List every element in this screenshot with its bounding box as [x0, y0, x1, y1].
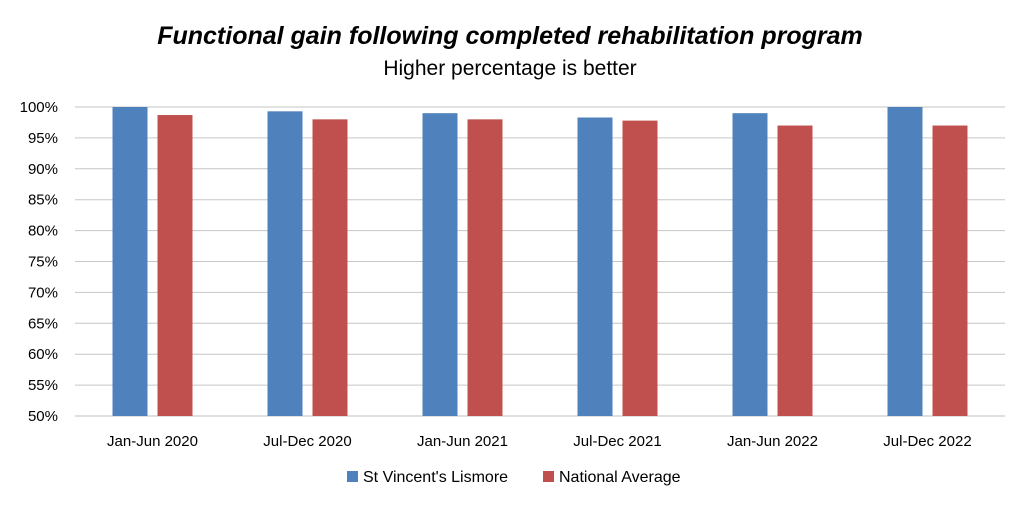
y-tick-label: 85%: [28, 192, 58, 209]
legend-label: National Average: [559, 469, 681, 486]
bar-st-vincents-lismore: [887, 107, 923, 416]
bar-national-average: [777, 125, 813, 416]
y-tick-label: 55%: [28, 377, 58, 394]
bar-st-vincents-lismore: [732, 113, 768, 417]
y-tick-label: 60%: [28, 346, 58, 363]
bars: [112, 107, 968, 417]
y-tick-label: 65%: [28, 315, 58, 332]
bar-national-average: [157, 115, 193, 416]
bar-national-average: [932, 125, 968, 416]
bar-st-vincents-lismore: [112, 107, 148, 416]
chart-title: Functional gain following completed reha…: [157, 22, 863, 50]
bar-national-average: [467, 119, 503, 417]
y-tick-label: 90%: [28, 161, 58, 178]
legend-label: St Vincent's Lismore: [363, 469, 508, 486]
y-tick-label: 50%: [28, 408, 58, 425]
bar-st-vincents-lismore: [267, 111, 303, 417]
x-tick-label: Jan-Jun 2020: [107, 433, 198, 450]
legend-swatch: [543, 471, 554, 482]
y-tick-label: 100%: [20, 99, 58, 116]
y-tick-label: 95%: [28, 130, 58, 147]
legend-swatch: [347, 471, 358, 482]
y-tick-label: 70%: [28, 284, 58, 301]
y-axis-ticks: 50% 55% 60% 65% 70% 75% 80% 85% 90% 95% 100%: [20, 99, 58, 425]
x-tick-label: Jan-Jun 2022: [727, 433, 818, 450]
y-tick-label: 75%: [28, 254, 58, 271]
bar-national-average: [312, 119, 348, 417]
gridlines: [75, 106, 1005, 417]
bar-national-average: [622, 120, 658, 416]
x-tick-label: Jul-Dec 2020: [263, 433, 351, 450]
y-tick-label: 80%: [28, 223, 58, 240]
bar-st-vincents-lismore: [577, 117, 613, 417]
bar-st-vincents-lismore: [422, 113, 458, 417]
x-tick-label: Jan-Jun 2021: [417, 433, 508, 450]
x-axis-ticks: Jan-Jun 2020 Jul-Dec 2020 Jan-Jun 2021 Jul-…: [107, 433, 972, 450]
legend: St Vincent's Lismore National Average: [347, 469, 681, 486]
x-tick-label: Jul-Dec 2022: [883, 433, 971, 450]
chart-subtitle: Higher percentage is better: [383, 57, 636, 80]
x-tick-label: Jul-Dec 2021: [573, 433, 661, 450]
